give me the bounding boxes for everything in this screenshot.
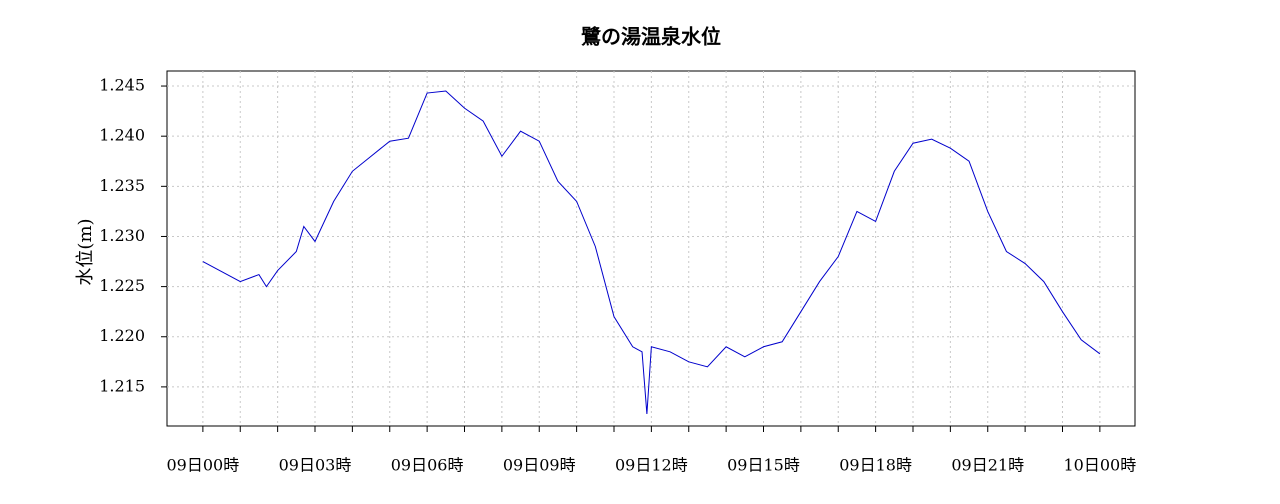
y-tick-label: 1.215 <box>99 376 145 395</box>
y-tick-label: 1.235 <box>99 176 145 195</box>
x-tick-label: 09日09時 <box>503 456 576 475</box>
x-tick-label: 09日00時 <box>167 456 240 475</box>
y-tick-label: 1.225 <box>99 276 145 295</box>
x-tick-label: 09日03時 <box>279 456 352 475</box>
x-tick-label: 10日00時 <box>1064 456 1137 475</box>
x-tick-label: 09日21時 <box>951 456 1024 475</box>
y-axis-label: 水位(m) <box>75 218 96 285</box>
y-tick-label: 1.240 <box>99 126 145 145</box>
x-tick-label: 09日12時 <box>615 456 688 475</box>
y-tick-label: 1.230 <box>99 226 145 245</box>
chart-title: 鷺の湯温泉水位 <box>581 25 721 49</box>
data-line <box>202 90 1101 415</box>
y-tick-label: 1.245 <box>99 76 145 95</box>
x-tick-label: 09日18時 <box>839 456 912 475</box>
x-tick-label: 09日15時 <box>727 456 800 475</box>
x-tick-label: 09日06時 <box>391 456 464 475</box>
y-tick-label: 1.220 <box>99 326 145 345</box>
